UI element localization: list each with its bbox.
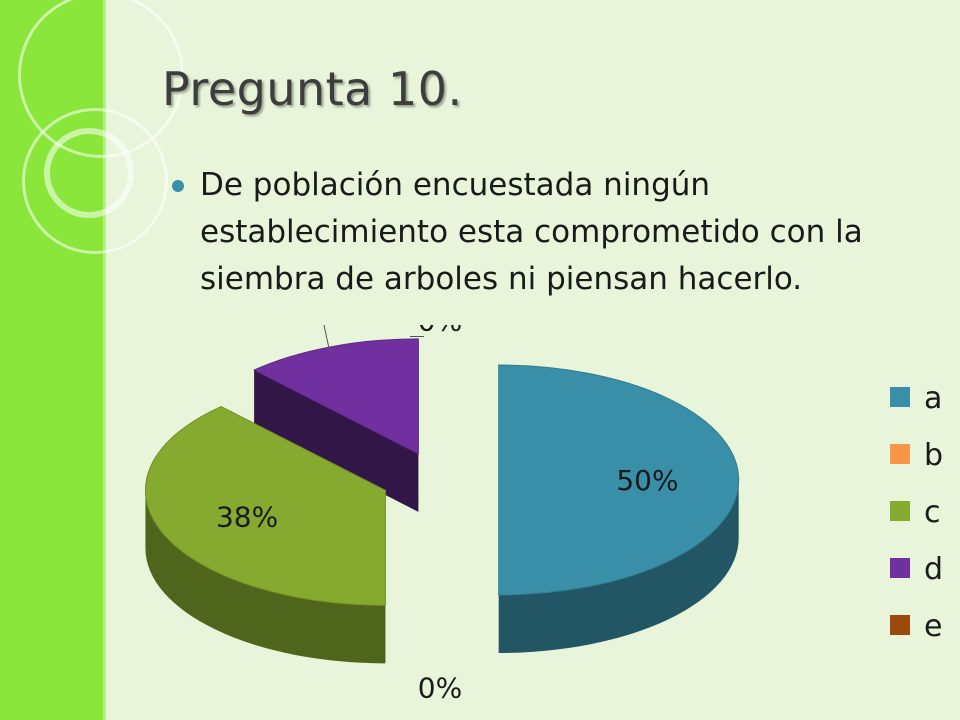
legend-swatch-b [890,444,910,464]
bullet-dot-icon [172,180,184,192]
data-label-leader [323,325,331,354]
legend-swatch-d [890,558,910,578]
bullet-text: De población encuestada ningún estableci… [200,167,863,297]
legend-label-b: b [924,438,943,473]
decorative-circle [22,108,168,254]
legend-label-d: d [924,552,943,587]
legend-label-c: c [924,495,941,530]
legend-label-a: a [924,381,942,416]
pie-slice-c [144,405,386,606]
legend-swatch-c [890,501,910,521]
data-label-c: 38% [216,501,278,534]
data-label-b: 0% [418,672,462,705]
legend-swatch-e [890,615,910,635]
decorative-circle [44,128,134,218]
side-strip-edge [103,0,106,720]
pie-slice-side-a [498,480,739,653]
data-label-a: 50% [616,464,678,497]
pie-slice-a [498,364,740,596]
pie-slice-wall-d [254,370,419,512]
pie-slice-side-c [145,490,386,664]
pie-slice-d [252,338,419,455]
slide-title: Pregunta 10. [162,62,463,116]
legend-swatch-a [890,387,910,407]
legend-label-e: e [924,609,942,644]
data-label-e: 0% [418,325,462,338]
